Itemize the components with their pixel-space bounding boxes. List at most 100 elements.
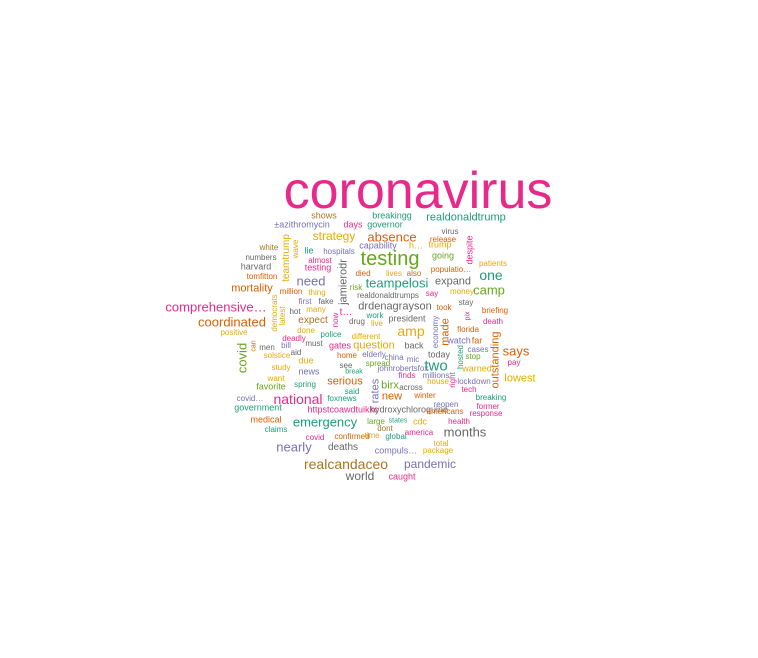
cloud-word: days [343, 219, 363, 230]
cloud-word: pandemic [403, 457, 457, 471]
cloud-word: pay [507, 358, 521, 367]
cloud-word: covid [305, 433, 325, 442]
cloud-word: died [355, 269, 371, 278]
cloud-word: one [479, 267, 503, 283]
cloud-word: birx [381, 379, 399, 392]
cloud-word: johnrobertsfox [377, 364, 429, 373]
cloud-word: virus [441, 227, 459, 236]
cloud-word: gates [328, 340, 352, 351]
cloud-word: death [482, 317, 504, 326]
cloud-word: compuls… [374, 445, 418, 456]
cloud-word: winter [414, 391, 436, 400]
cloud-word: far [471, 335, 483, 346]
cloud-word: right [448, 372, 457, 388]
cloud-word: tomfitton [246, 272, 278, 281]
cloud-word: government [234, 402, 282, 413]
cloud-word: america [404, 428, 434, 437]
cloud-word: emergency [292, 414, 358, 430]
cloud-word: drdenagrayson [358, 300, 432, 313]
cloud-word: say [425, 289, 439, 298]
cloud-word: deaths [327, 442, 359, 453]
cloud-word: positive [220, 328, 248, 337]
cloud-word: warned [462, 363, 492, 374]
cloud-word: police [320, 330, 342, 339]
cloud-word: men [259, 343, 275, 352]
cloud-word: across [399, 383, 423, 392]
cloud-word: break [345, 368, 363, 376]
cloud-word: new [381, 390, 403, 403]
cloud-word: former [476, 402, 500, 411]
cloud-word: release [429, 235, 457, 244]
cloud-word: going [431, 250, 455, 261]
cloud-word: study [271, 363, 291, 372]
cloud-word: also [406, 269, 422, 278]
cloud-word: says [502, 343, 530, 359]
cloud-word: due [298, 355, 314, 366]
cloud-word: solstice [263, 351, 291, 360]
cloud-word: work [366, 311, 384, 320]
cloud-word: hospitals [323, 247, 355, 256]
cloud-word: covid [234, 342, 250, 374]
cloud-word: capability [359, 240, 397, 251]
cloud-word: total [433, 439, 449, 448]
cloud-word: large [367, 417, 385, 426]
cloud-word: briefing [481, 306, 509, 315]
cloud-word: favorite [256, 381, 286, 392]
cloud-word: china [384, 353, 404, 362]
cloud-word: response [469, 409, 503, 418]
cloud-word: americans [426, 407, 464, 416]
cloud-word: economy [431, 315, 440, 349]
cloud-word: trump [428, 239, 452, 250]
cloud-word: camp [473, 282, 505, 298]
cloud-word: national [273, 391, 323, 407]
cloud-word: foxnews [327, 394, 357, 403]
cloud-word: millions [422, 371, 450, 380]
cloud-word: spread [365, 359, 391, 368]
cloud-word: question [353, 339, 395, 352]
cloud-word: pix [464, 311, 472, 321]
cloud-word: reopen [433, 400, 459, 409]
cloud-word: first [298, 297, 312, 306]
cloud-word: lockdown [457, 377, 491, 386]
cloud-word: tech [461, 385, 477, 394]
cloud-word: stop [465, 352, 481, 361]
cloud-word: lowest [504, 372, 536, 385]
cloud-word: caught [388, 471, 416, 482]
cloud-word: medical [250, 414, 282, 425]
cloud-word: ±azithromycin [274, 219, 330, 230]
cloud-word: president [388, 313, 426, 324]
cloud-word: white [259, 243, 279, 252]
cloud-word: testing [304, 262, 332, 273]
cloud-word: realdonaldtrump [426, 211, 506, 224]
cloud-word: confirmed [334, 432, 370, 441]
cloud-word: elderly [362, 350, 386, 359]
cloud-word: deadly [282, 334, 306, 343]
cloud-word: news [298, 366, 320, 377]
cloud-word: today [427, 349, 451, 360]
cloud-word: hydroxychloroquine [369, 404, 449, 415]
cloud-word: rates [369, 378, 382, 404]
cloud-word: must [305, 339, 323, 348]
cloud-word: watch [447, 335, 471, 346]
cloud-word: shows [311, 210, 337, 221]
cloud-word: almost [308, 256, 332, 265]
cloud-word: comprehensive… [165, 299, 267, 315]
cloud-word: package [422, 446, 454, 455]
cloud-word: need [296, 273, 326, 289]
cloud-word: took [436, 303, 452, 312]
cloud-word: many [306, 305, 326, 314]
cloud-word: months [443, 424, 487, 440]
cloud-word: cdc [412, 416, 428, 427]
cloud-word: … [336, 261, 344, 270]
cloud-word: harvard [240, 261, 272, 272]
cloud-word: teampelosi [365, 275, 429, 291]
cloud-word: lie [304, 245, 314, 256]
cloud-word: governor [367, 219, 403, 230]
cloud-word: absence [367, 229, 417, 245]
cloud-word: breakingg [372, 210, 412, 221]
cloud-word: wave [291, 239, 300, 259]
cloud-word: t… [339, 307, 353, 318]
cloud-word: nearly [276, 439, 312, 455]
cloud-word: live [370, 319, 384, 328]
